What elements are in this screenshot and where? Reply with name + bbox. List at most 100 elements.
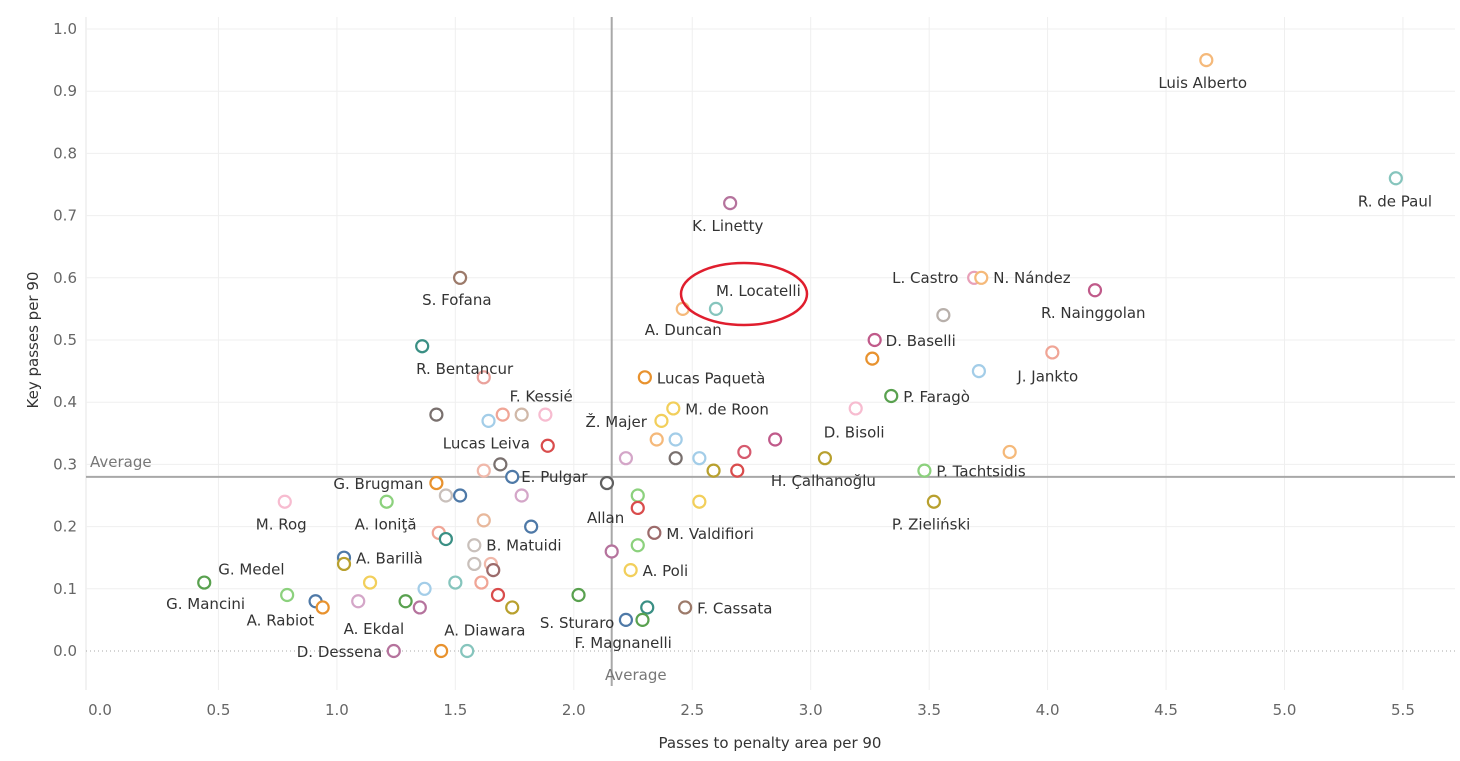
data-point <box>460 643 475 659</box>
data-point <box>623 563 638 578</box>
average-lines <box>86 17 1455 686</box>
point-label: M. Rog <box>256 516 307 534</box>
data-point <box>635 612 650 628</box>
data-point <box>514 488 529 503</box>
data-point <box>971 364 986 379</box>
data-point <box>434 643 449 659</box>
data-point <box>666 401 681 416</box>
data-point <box>538 407 553 422</box>
data-point <box>917 463 932 478</box>
data-point <box>505 600 520 615</box>
data-point <box>668 451 683 466</box>
y-tick-label: 0.4 <box>53 393 77 411</box>
data-point <box>678 600 693 615</box>
data-point <box>865 351 880 366</box>
point-label: M. Locatelli <box>716 282 801 300</box>
point-label: S. Fofana <box>422 291 492 309</box>
data-point <box>540 438 555 453</box>
point-label: P. Faragò <box>903 388 970 406</box>
data-point <box>737 444 752 460</box>
data-point <box>438 531 453 547</box>
point-label: L. Castro <box>892 269 958 287</box>
data-point <box>708 301 724 316</box>
data-point <box>524 519 539 534</box>
data-point <box>476 370 491 385</box>
data-point <box>429 475 444 491</box>
data-point <box>647 525 662 540</box>
point-label: H. Çalhanoğlu <box>771 472 876 490</box>
data-point <box>604 544 619 559</box>
data-point <box>315 600 330 615</box>
x-tick-label: 4.5 <box>1154 701 1178 719</box>
data-point <box>452 488 468 503</box>
x-axis-title: Passes to penalty area per 90 <box>659 734 882 752</box>
data-point <box>467 556 482 572</box>
data-point <box>668 432 683 447</box>
data-point <box>867 332 882 348</box>
data-point <box>630 500 645 516</box>
x-tick-label: 3.5 <box>917 701 941 719</box>
point-label: D. Bisoli <box>824 423 885 441</box>
data-point <box>197 575 212 590</box>
point-label: Allan <box>587 509 624 527</box>
point-label: F. Kessié <box>510 388 573 406</box>
data-point <box>649 432 664 447</box>
y-tick-label: 0.8 <box>53 144 77 162</box>
data-point <box>438 488 453 503</box>
y-tick-label: 0.6 <box>53 269 77 287</box>
x-tick-label: 5.5 <box>1391 701 1415 719</box>
y-tick-label: 0.0 <box>53 642 77 660</box>
data-point <box>640 600 655 615</box>
y-tick-label: 0.5 <box>53 331 77 349</box>
data-point <box>474 575 489 590</box>
point-label: A. Rabiot <box>247 611 315 629</box>
grid <box>85 17 1455 690</box>
data-point <box>412 600 427 615</box>
average-y-label: Average <box>90 453 152 471</box>
point-label: R. Nainggolan <box>1041 304 1146 322</box>
data-point <box>884 388 899 404</box>
point-label: A. Barillà <box>356 550 423 568</box>
data-point <box>493 457 508 472</box>
data-point <box>280 587 295 603</box>
data-point <box>692 451 707 466</box>
x-tick-label: 0.0 <box>88 701 112 719</box>
x-tick-label: 1.5 <box>443 701 467 719</box>
point-label: R. de Paul <box>1358 192 1432 210</box>
point-label: Lucas Paquetà <box>657 369 766 387</box>
y-tick-label: 1.0 <box>53 20 77 38</box>
point-label: P. Tachtsidis <box>936 463 1025 481</box>
x-tick-label: 1.0 <box>325 701 349 719</box>
data-point <box>654 413 669 428</box>
data-point <box>1045 345 1060 360</box>
data-point <box>1388 171 1403 186</box>
data-point <box>398 594 413 609</box>
data-point <box>448 575 463 590</box>
data-point <box>490 587 506 603</box>
data-point <box>848 401 863 416</box>
point-labels: Luis Alberto R. de Paul K. Linetty S. Fofan… <box>166 74 1432 661</box>
data-point <box>1087 283 1103 298</box>
data-point <box>486 563 501 578</box>
data-point <box>481 413 496 428</box>
point-label: Ž. Majer <box>585 412 647 431</box>
data-point <box>452 270 468 285</box>
highlight-ellipse <box>679 261 809 327</box>
point-label: A. Ioniţă <box>355 516 417 534</box>
point-label: M. Valdifiori <box>666 525 754 543</box>
point-label: G. Mancini <box>166 595 245 613</box>
data-point <box>692 494 707 509</box>
x-tick-label: 4.0 <box>1036 701 1060 719</box>
data-point <box>926 494 941 509</box>
data-point <box>817 451 833 466</box>
point-label: G. Brugman <box>333 475 423 493</box>
point-label: D. Baselli <box>886 332 956 350</box>
point-label: J. Jankto <box>1016 367 1078 385</box>
point-label: A. Poli <box>643 562 689 580</box>
point-label: G. Medel <box>218 561 284 579</box>
x-tick-label: 3.0 <box>799 701 823 719</box>
axis-ticks: 0.0 0.5 1.0 1.5 2.0 2.5 3.0 3.5 4.0 4.5 5.0 5.5 0.0 0… <box>53 20 1415 719</box>
x-tick-label: 2.0 <box>562 701 586 719</box>
data-point <box>768 432 783 447</box>
data-point <box>362 575 378 590</box>
